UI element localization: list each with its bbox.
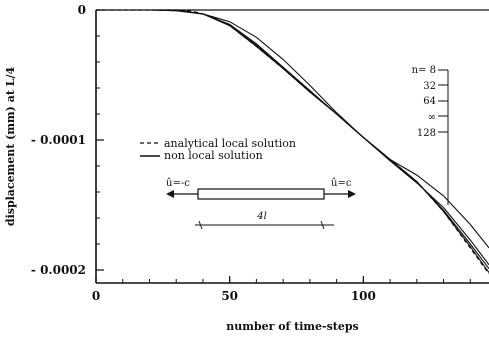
n-label-inf: ∞ [428,112,436,123]
n-label-8: n= 8 [412,65,436,76]
bar-dimension-end-right [320,220,325,230]
y-tick-label: - 0.0001 [31,133,86,147]
y-axis-label: displacement (mm) at L/4 [4,67,17,227]
bar-rectangle [197,188,325,200]
bar-dimension-end-left [198,220,203,230]
x-axis-label: number of time-steps [226,320,358,333]
x-tick-label: 50 [221,289,238,303]
series-layer [96,9,489,275]
n-label-64: 64 [423,96,436,107]
bar-inset: û=-c û=c 4l [166,178,356,230]
n-label-128: 128 [417,128,436,139]
series-line-4 [96,9,489,273]
x-tick-label: 100 [351,289,376,303]
bar-right-label: û=c [331,178,352,189]
x-tick-label: 0 [92,289,100,303]
y-tick-label: - 0.0002 [31,263,86,277]
n-annotation: n= 8 32 64 ∞ 128 [412,65,449,205]
legend: analytical local solution non local solu… [140,137,296,162]
legend-entry-analytical: analytical local solution [164,137,296,150]
ticks: 0 50 100 0 - 0.0001 - 0.0002 [31,3,471,303]
left-arrow-head [166,190,174,198]
bar-left-label: û=-c [166,178,190,189]
y-tick-label: 0 [78,3,86,17]
n-label-32: 32 [423,81,436,92]
bar-length-label: 4l [256,211,267,222]
right-arrow-head [348,190,356,198]
legend-entry-nonlocal: non local solution [164,149,263,162]
